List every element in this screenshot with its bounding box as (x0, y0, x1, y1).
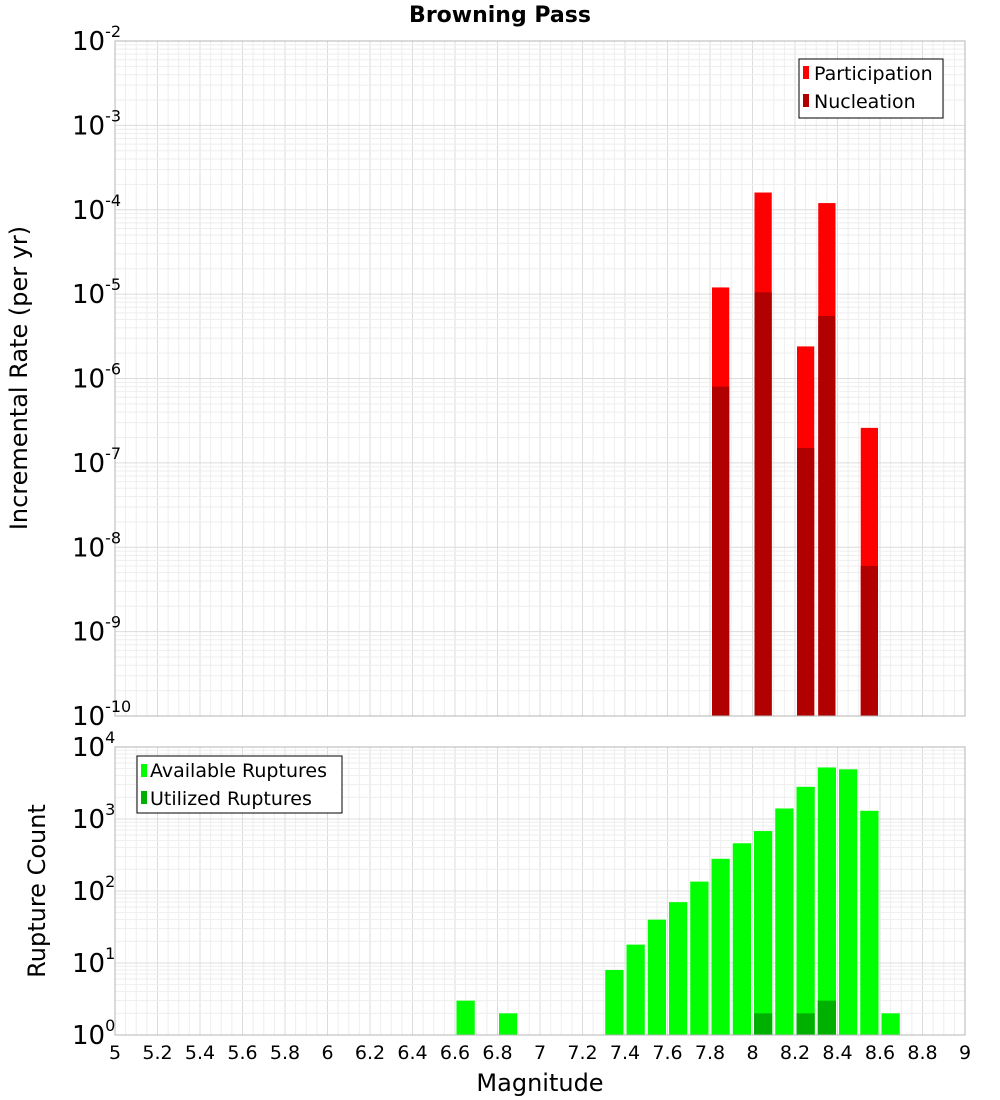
x-tick-label: 7.8 (695, 1042, 725, 1064)
bottom-bar-available-ruptures (754, 831, 773, 1035)
bottom-bar-available-ruptures (456, 1000, 475, 1035)
x-tick-label: 7.4 (610, 1042, 640, 1064)
top-bar-nucleation (712, 386, 730, 716)
top-y-tick-label: 10-9 (72, 613, 121, 648)
bottom-bar-utilized-ruptures (817, 1000, 836, 1035)
x-ticks: 5 5.2 5.4 5.6 5.8 6 6.2 6.4 6.6 6.8 7 7.2 7.4 7.6 7.8 8… (109, 1042, 971, 1064)
bottom-bar-available-ruptures (690, 881, 709, 1035)
x-tick-label: 5.4 (185, 1042, 215, 1064)
x-tick-label: 9 (959, 1042, 971, 1064)
top-y-tick-label: 10-5 (72, 275, 121, 310)
bottom-bars (456, 767, 900, 1035)
x-tick-label: 5 (109, 1042, 121, 1064)
top-y-tick-label: 10-10 (72, 697, 131, 732)
top-y-tick-label: 10-2 (72, 22, 121, 57)
x-tick-label: 5.2 (142, 1042, 172, 1064)
bottom-y-tick-label: 101 (72, 944, 115, 979)
legend-label-utilized-ruptures: Utilized Ruptures (150, 788, 312, 810)
top-legend-box (798, 58, 944, 119)
bottom-y-ticks: 104 103 102 101 100 (72, 728, 115, 1051)
bottom-legend-box (136, 755, 343, 814)
top-y-axis-label: Incremental Rate (per yr) (5, 226, 33, 530)
bottom-bar-available-ruptures (839, 769, 858, 1035)
top-y-tick-label: 10-7 (72, 444, 121, 479)
legend-swatch-participation (803, 66, 809, 79)
bottom-bar-available-ruptures (796, 786, 815, 1035)
top-grid (114, 41, 966, 717)
top-y-tick-label: 10-6 (72, 360, 121, 395)
bottom-bar-available-ruptures (775, 808, 794, 1035)
x-tick-label: 6 (321, 1042, 333, 1064)
x-tick-label: 6.6 (440, 1042, 470, 1064)
bottom-bar-available-ruptures (732, 843, 751, 1035)
bottom-bar-available-ruptures (860, 810, 879, 1035)
top-plot-frame (114, 40, 966, 717)
bottom-bar-available-ruptures (881, 1013, 900, 1035)
top-bar-nucleation (797, 448, 815, 716)
x-tick-label: 8.4 (822, 1042, 852, 1064)
x-tick-label: 8.2 (780, 1042, 810, 1064)
bottom-bar-available-ruptures (605, 969, 624, 1035)
x-axis-label: Magnitude (476, 1069, 603, 1097)
bottom-bar-available-ruptures (711, 858, 730, 1035)
bottom-y-tick-label: 100 (72, 1016, 115, 1051)
top-y-tick-label: 10-3 (72, 106, 121, 141)
legend-label-available-ruptures: Available Ruptures (150, 760, 327, 782)
bottom-legend: Available Ruptures Utilized Ruptures (136, 755, 343, 814)
x-tick-label: 7.6 (652, 1042, 682, 1064)
top-y-tick-label: 10-8 (72, 528, 121, 563)
legend-swatch-available-ruptures (141, 764, 147, 777)
bottom-y-axis-label: Rupture Count (23, 804, 51, 978)
bottom-y-tick-label: 102 (72, 872, 115, 907)
bottom-y-tick-label: 103 (72, 800, 115, 835)
x-tick-label: 7.2 (567, 1042, 597, 1064)
top-bars (712, 192, 878, 717)
legend-swatch-utilized-ruptures (141, 791, 147, 804)
bottom-bar-available-ruptures (669, 902, 688, 1035)
bottom-bar-available-ruptures (647, 919, 666, 1035)
bottom-bar-utilized-ruptures (796, 1013, 815, 1035)
top-bar-nucleation (754, 292, 772, 716)
top-legend: Participation Nucleation (798, 58, 944, 119)
x-tick-label: 8.6 (865, 1042, 895, 1064)
x-tick-label: 5.8 (270, 1042, 300, 1064)
bottom-bar-available-ruptures (817, 767, 836, 1035)
x-tick-label: 6.8 (482, 1042, 512, 1064)
legend-label-participation: Participation (814, 63, 933, 85)
x-tick-label: 8.8 (907, 1042, 937, 1064)
bottom-bar-available-ruptures (499, 1013, 518, 1035)
x-tick-label: 6.2 (355, 1042, 385, 1064)
x-tick-label: 8 (746, 1042, 758, 1064)
x-tick-label: 6.4 (397, 1042, 427, 1064)
bottom-y-tick-label: 104 (72, 728, 115, 763)
bottom-plot-frame (114, 746, 966, 1036)
top-y-tick-label: 10-4 (72, 191, 121, 226)
legend-swatch-nucleation (803, 94, 809, 107)
bottom-grid (114, 747, 966, 1036)
top-y-ticks: 10-2 10-3 10-4 10-5 10-6 10-7 10-8 10-9 10-10 (72, 22, 131, 732)
legend-label-nucleation: Nucleation (814, 91, 916, 113)
bottom-bar-available-ruptures (626, 944, 645, 1035)
chart-title: Browning Pass (409, 3, 591, 28)
top-bar-nucleation (818, 316, 836, 716)
top-bar-nucleation (860, 565, 878, 716)
bottom-bar-utilized-ruptures (754, 1013, 773, 1035)
x-tick-label: 5.6 (227, 1042, 257, 1064)
x-tick-label: 7 (534, 1042, 546, 1064)
